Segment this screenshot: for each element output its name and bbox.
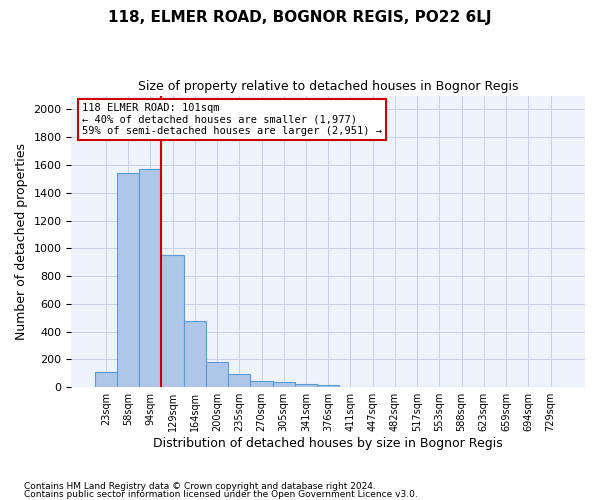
Y-axis label: Number of detached properties: Number of detached properties [15, 143, 28, 340]
Title: Size of property relative to detached houses in Bognor Regis: Size of property relative to detached ho… [138, 80, 518, 93]
Text: 118 ELMER ROAD: 101sqm
← 40% of detached houses are smaller (1,977)
59% of semi-: 118 ELMER ROAD: 101sqm ← 40% of detached… [82, 103, 382, 136]
Bar [250, 380, 272, 387]
X-axis label: Distribution of detached houses by size in Bognor Regis: Distribution of detached houses by size … [154, 437, 503, 450]
Bar [184, 320, 206, 387]
Bar [272, 382, 295, 387]
Bar [95, 372, 117, 387]
Text: Contains public sector information licensed under the Open Government Licence v3: Contains public sector information licen… [24, 490, 418, 499]
Bar [295, 384, 317, 387]
Bar [206, 362, 228, 387]
Bar [161, 256, 184, 387]
Bar [117, 174, 139, 387]
Bar [228, 374, 250, 387]
Bar [317, 385, 340, 387]
Bar [139, 169, 161, 387]
Text: Contains HM Land Registry data © Crown copyright and database right 2024.: Contains HM Land Registry data © Crown c… [24, 482, 376, 491]
Text: 118, ELMER ROAD, BOGNOR REGIS, PO22 6LJ: 118, ELMER ROAD, BOGNOR REGIS, PO22 6LJ [108, 10, 492, 25]
